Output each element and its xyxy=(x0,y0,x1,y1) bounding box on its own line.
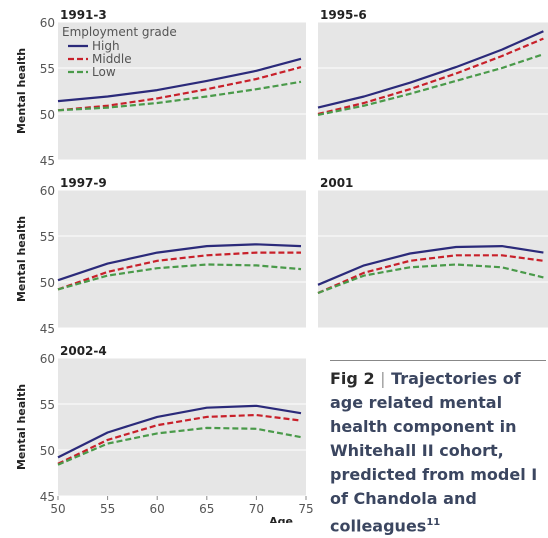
panel-title: 1995-6 xyxy=(320,8,367,22)
legend-label: Middle xyxy=(92,52,132,66)
y-tick-label: 60 xyxy=(40,16,55,30)
y-tick-label: 55 xyxy=(40,62,55,76)
panel-title: 1997-9 xyxy=(60,176,107,190)
y-axis-label: Mental health xyxy=(15,48,28,134)
y-tick-label: 60 xyxy=(40,184,55,198)
x-tick-label: 50 xyxy=(50,502,65,516)
x-tick-label: 55 xyxy=(100,502,115,516)
legend-title: Employment grade xyxy=(62,25,177,39)
x-axis-label: Age xyxy=(269,515,293,523)
panel-title: 2002-4 xyxy=(60,344,107,358)
panel-background xyxy=(318,22,548,160)
y-tick-label: 45 xyxy=(40,322,55,336)
page: {"chart_data": [ {"type": "line", "title… xyxy=(15,8,548,536)
x-tick-label: 65 xyxy=(199,502,214,516)
panel-background xyxy=(58,358,306,496)
caption-text: Trajectories of age related mental healt… xyxy=(330,369,538,536)
legend-label: Low xyxy=(92,65,116,79)
series-line xyxy=(57,80,302,112)
legend-label: High xyxy=(92,39,120,53)
series-line xyxy=(57,251,301,291)
series-line xyxy=(317,37,544,116)
series-line xyxy=(57,413,302,465)
panel-title: 2001 xyxy=(320,176,353,190)
x-tick-label: 75 xyxy=(298,502,313,516)
caption-label: Fig 2 xyxy=(330,369,375,388)
y-tick-label: 50 xyxy=(40,108,55,122)
y-axis-label: Mental health xyxy=(15,384,28,470)
y-axis-label: Mental health xyxy=(15,216,28,302)
panel-background xyxy=(58,22,306,160)
series-line xyxy=(317,245,544,286)
series-line xyxy=(57,66,302,112)
series-line xyxy=(317,53,544,116)
series-line xyxy=(57,263,302,291)
series-line xyxy=(317,263,544,295)
panel-title: 1991-3 xyxy=(60,8,107,22)
x-tick-label: 60 xyxy=(150,502,165,516)
series-line xyxy=(317,30,544,109)
series-line xyxy=(57,404,302,459)
y-tick-label: 45 xyxy=(40,490,55,504)
y-tick-label: 55 xyxy=(40,230,55,244)
caption: Fig 2 | Trajectories of age related ment… xyxy=(330,360,546,538)
y-tick-label: 45 xyxy=(40,154,55,168)
y-tick-label: 50 xyxy=(40,276,55,290)
series-line xyxy=(317,254,544,295)
series-line xyxy=(57,426,302,466)
y-tick-label: 55 xyxy=(40,398,55,412)
x-tick-label: 70 xyxy=(249,502,264,516)
series-line xyxy=(57,243,302,282)
series-line xyxy=(57,57,302,103)
y-tick-label: 50 xyxy=(40,444,55,458)
y-tick-label: 60 xyxy=(40,352,55,366)
